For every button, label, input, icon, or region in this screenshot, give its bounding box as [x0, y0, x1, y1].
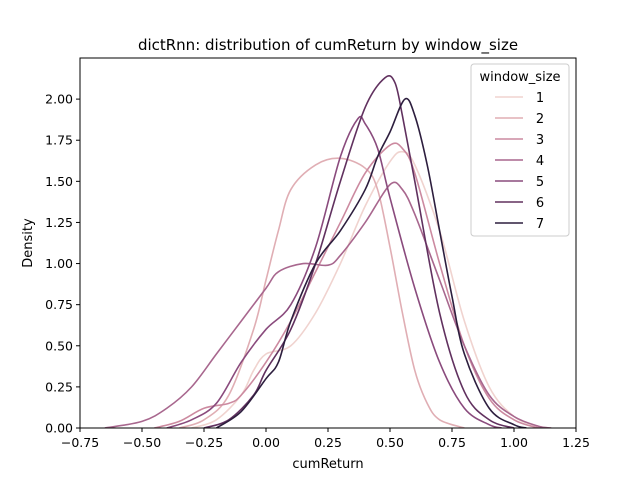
legend-label: 7: [536, 217, 544, 232]
legend-box: [470, 63, 570, 237]
series-line-6: [203, 75, 515, 428]
y-tick-label: 1.50: [45, 174, 73, 189]
y-tick-label: 0.00: [45, 421, 73, 436]
x-tick-label: 0.25: [314, 435, 342, 450]
series-line-5: [166, 115, 502, 428]
y-tick-label: 0.25: [45, 379, 73, 394]
x-tick-label: 0.75: [438, 435, 466, 450]
series-line-4: [104, 181, 552, 428]
legend-entries: 1 2 3 4 5 6 7: [495, 91, 544, 232]
x-tick-label: −0.75: [61, 435, 99, 450]
legend-label: 6: [536, 196, 544, 211]
legend-entry-5: 5: [495, 175, 544, 190]
y-tick-label: 0.75: [45, 297, 73, 312]
y-tick-label: 2.00: [45, 92, 73, 107]
x-tick-label: −0.25: [185, 435, 223, 450]
x-tick-label: 0.50: [376, 435, 404, 450]
y-tick-label: 1.75: [45, 133, 73, 148]
legend: window_size 1 2 3 4 5 6 7: [470, 63, 570, 237]
x-tick-label: 0.00: [252, 435, 280, 450]
x-tick-label: 1.25: [562, 435, 590, 450]
series-lines: [104, 75, 552, 428]
legend-label: 3: [536, 133, 544, 148]
legend-label: 4: [536, 154, 544, 169]
y-tick-label: 0.50: [45, 338, 73, 353]
x-axis-label: cumReturn: [292, 457, 363, 472]
x-tick-label: 1.00: [500, 435, 528, 450]
legend-entry-2: 2: [495, 112, 544, 127]
y-axis-label: Density: [21, 218, 36, 268]
y-axis: 0.00 0.25 0.50 0.75 1.00 1.25 1.50 1.75 2.00: [45, 92, 80, 436]
legend-entry-4: 4: [495, 154, 544, 169]
legend-entry-3: 3: [495, 133, 544, 148]
legend-label: 1: [536, 91, 544, 106]
legend-entry-6: 6: [495, 196, 544, 211]
x-tick-label: −0.50: [123, 435, 161, 450]
legend-entry-1: 1: [495, 91, 544, 106]
legend-label: 2: [536, 112, 544, 127]
legend-label: 5: [536, 175, 544, 190]
legend-title: window_size: [479, 70, 560, 85]
y-tick-label: 1.25: [45, 215, 73, 230]
chart-title: dictRnn: distribution of cumReturn by wi…: [138, 36, 518, 55]
x-axis: −0.75 −0.50 −0.25 0.00 0.25 0.50 0.75 1.00 1.25: [61, 428, 590, 450]
legend-entry-7: 7: [495, 217, 544, 232]
series-line-7: [215, 97, 527, 428]
series-line-1: [191, 150, 552, 428]
y-tick-label: 1.00: [45, 256, 73, 271]
